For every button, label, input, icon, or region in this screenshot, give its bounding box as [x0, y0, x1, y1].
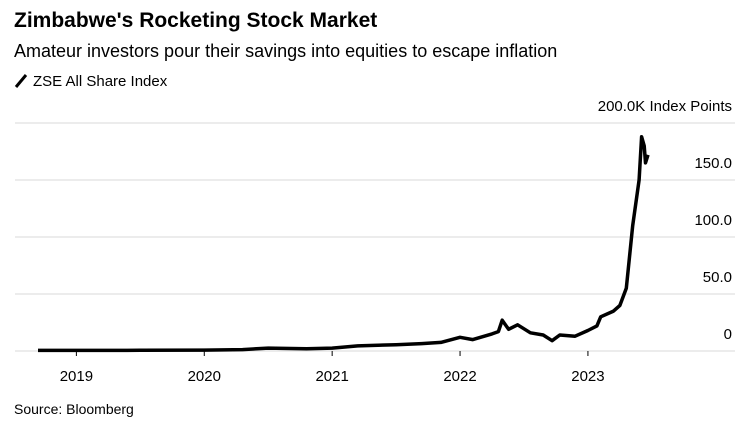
y-tick-label: 100.0	[694, 212, 732, 229]
series-line	[38, 134, 650, 353]
x-tick-label: 2022	[443, 368, 476, 385]
y-tick-label: 50.0	[703, 269, 732, 286]
chart-subtitle: Amateur investors pour their savings int…	[14, 41, 557, 61]
y-tick-label: 0	[724, 326, 732, 343]
x-tick-label: 2019	[60, 368, 93, 385]
y-tick-label: 150.0	[694, 155, 732, 172]
source: Source: Bloomberg	[14, 401, 134, 417]
x-tick-label: 2021	[315, 368, 348, 385]
legend-label: ZSE All Share Index	[33, 73, 168, 90]
x-tick-label: 2020	[188, 368, 221, 385]
chart-title: Zimbabwe's Rocketing Stock Market	[14, 9, 377, 32]
x-tick-label: 2023	[571, 368, 604, 385]
legend-icon	[14, 74, 28, 88]
y-tick-label: 200.0K Index Points	[598, 98, 732, 115]
